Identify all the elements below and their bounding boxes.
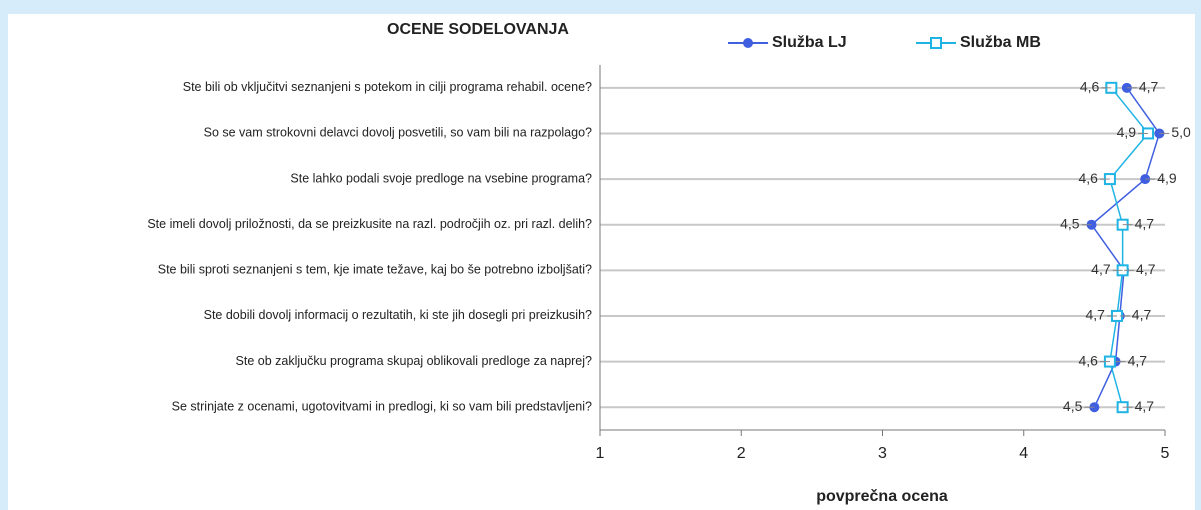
data-label: 4,7 xyxy=(1136,261,1156,277)
x-tick-label: 1 xyxy=(596,445,605,462)
series-line xyxy=(1090,87,1161,408)
x-tick-label: 4 xyxy=(1019,445,1028,462)
data-label: 4,5 xyxy=(1063,398,1083,414)
data-label: 4,7 xyxy=(1139,79,1159,95)
data-label: 4,7 xyxy=(1091,261,1111,277)
data-label: 4,7 xyxy=(1132,307,1152,323)
y-tick-label: Se strinjate z ocenami, ugotovitvami in … xyxy=(172,399,592,413)
data-label: 4,7 xyxy=(1086,307,1106,323)
y-tick-label: So se vam strokovni delavci dovolj posve… xyxy=(204,126,592,140)
data-label: 4,7 xyxy=(1135,398,1155,414)
data-label: 4,6 xyxy=(1080,79,1100,95)
series-line xyxy=(1109,87,1150,408)
panel xyxy=(8,14,1195,510)
x-tick-label: 3 xyxy=(878,445,887,462)
legend-marker xyxy=(743,38,753,48)
legend-label: Služba MB xyxy=(960,34,1041,51)
y-tick-label: Ste lahko podali svoje predloge na vsebi… xyxy=(290,171,592,185)
x-tick-label: 5 xyxy=(1161,445,1170,462)
data-label: 4,9 xyxy=(1117,124,1137,140)
data-label: 4,7 xyxy=(1135,215,1155,231)
y-tick-label: Ste bili ob vključitvi seznanjeni s pote… xyxy=(183,80,592,94)
legend-marker xyxy=(930,37,942,49)
legend-label: Služba LJ xyxy=(772,34,847,51)
x-axis-label: povprečna ocena xyxy=(816,488,948,505)
y-tick-label: Ste dobili dovolj informacij o rezultati… xyxy=(204,308,592,322)
y-tick-label: Ste imeli dovolj priložnosti, da se prei… xyxy=(147,217,592,231)
data-label: 4,9 xyxy=(1157,170,1177,186)
data-label: 4,5 xyxy=(1060,215,1080,231)
data-label: 4,7 xyxy=(1128,352,1148,368)
x-tick-label: 2 xyxy=(737,445,746,462)
data-label: 4,6 xyxy=(1078,170,1098,186)
data-label: 5,0 xyxy=(1171,124,1191,140)
y-tick-label: Ste ob zaključku programa skupaj oblikov… xyxy=(236,354,593,368)
y-tick-label: Ste bili sproti seznanjeni s tem, kje im… xyxy=(158,263,592,277)
chart-title: OCENE SODELOVANJA xyxy=(387,21,569,38)
data-label: 4,6 xyxy=(1078,352,1098,368)
